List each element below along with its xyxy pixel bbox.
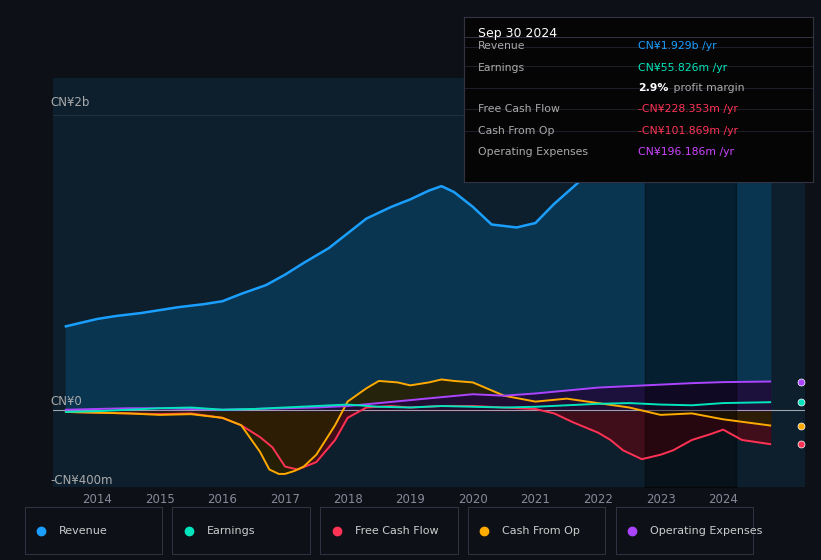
Text: Free Cash Flow: Free Cash Flow (355, 526, 438, 535)
Text: Revenue: Revenue (478, 41, 525, 51)
Text: 2.9%: 2.9% (639, 83, 668, 93)
Text: profit margin: profit margin (670, 83, 744, 93)
Text: Earnings: Earnings (207, 526, 255, 535)
Text: CN¥1.929b /yr: CN¥1.929b /yr (639, 41, 717, 51)
Text: -CN¥228.353m /yr: -CN¥228.353m /yr (639, 104, 738, 114)
Text: CN¥2b: CN¥2b (50, 96, 89, 109)
Text: Cash From Op: Cash From Op (478, 126, 554, 136)
Text: CN¥0: CN¥0 (50, 395, 82, 408)
Text: CN¥196.186m /yr: CN¥196.186m /yr (639, 147, 734, 157)
Text: Revenue: Revenue (59, 526, 108, 535)
Text: Sep 30 2024: Sep 30 2024 (478, 27, 557, 40)
Text: CN¥55.826m /yr: CN¥55.826m /yr (639, 63, 727, 73)
Text: Free Cash Flow: Free Cash Flow (478, 104, 560, 114)
Text: Operating Expenses: Operating Expenses (650, 526, 763, 535)
Text: Earnings: Earnings (478, 63, 525, 73)
Text: -CN¥101.869m /yr: -CN¥101.869m /yr (639, 126, 738, 136)
Text: Operating Expenses: Operating Expenses (478, 147, 588, 157)
Text: Cash From Op: Cash From Op (502, 526, 580, 535)
Text: -CN¥400m: -CN¥400m (50, 474, 112, 487)
